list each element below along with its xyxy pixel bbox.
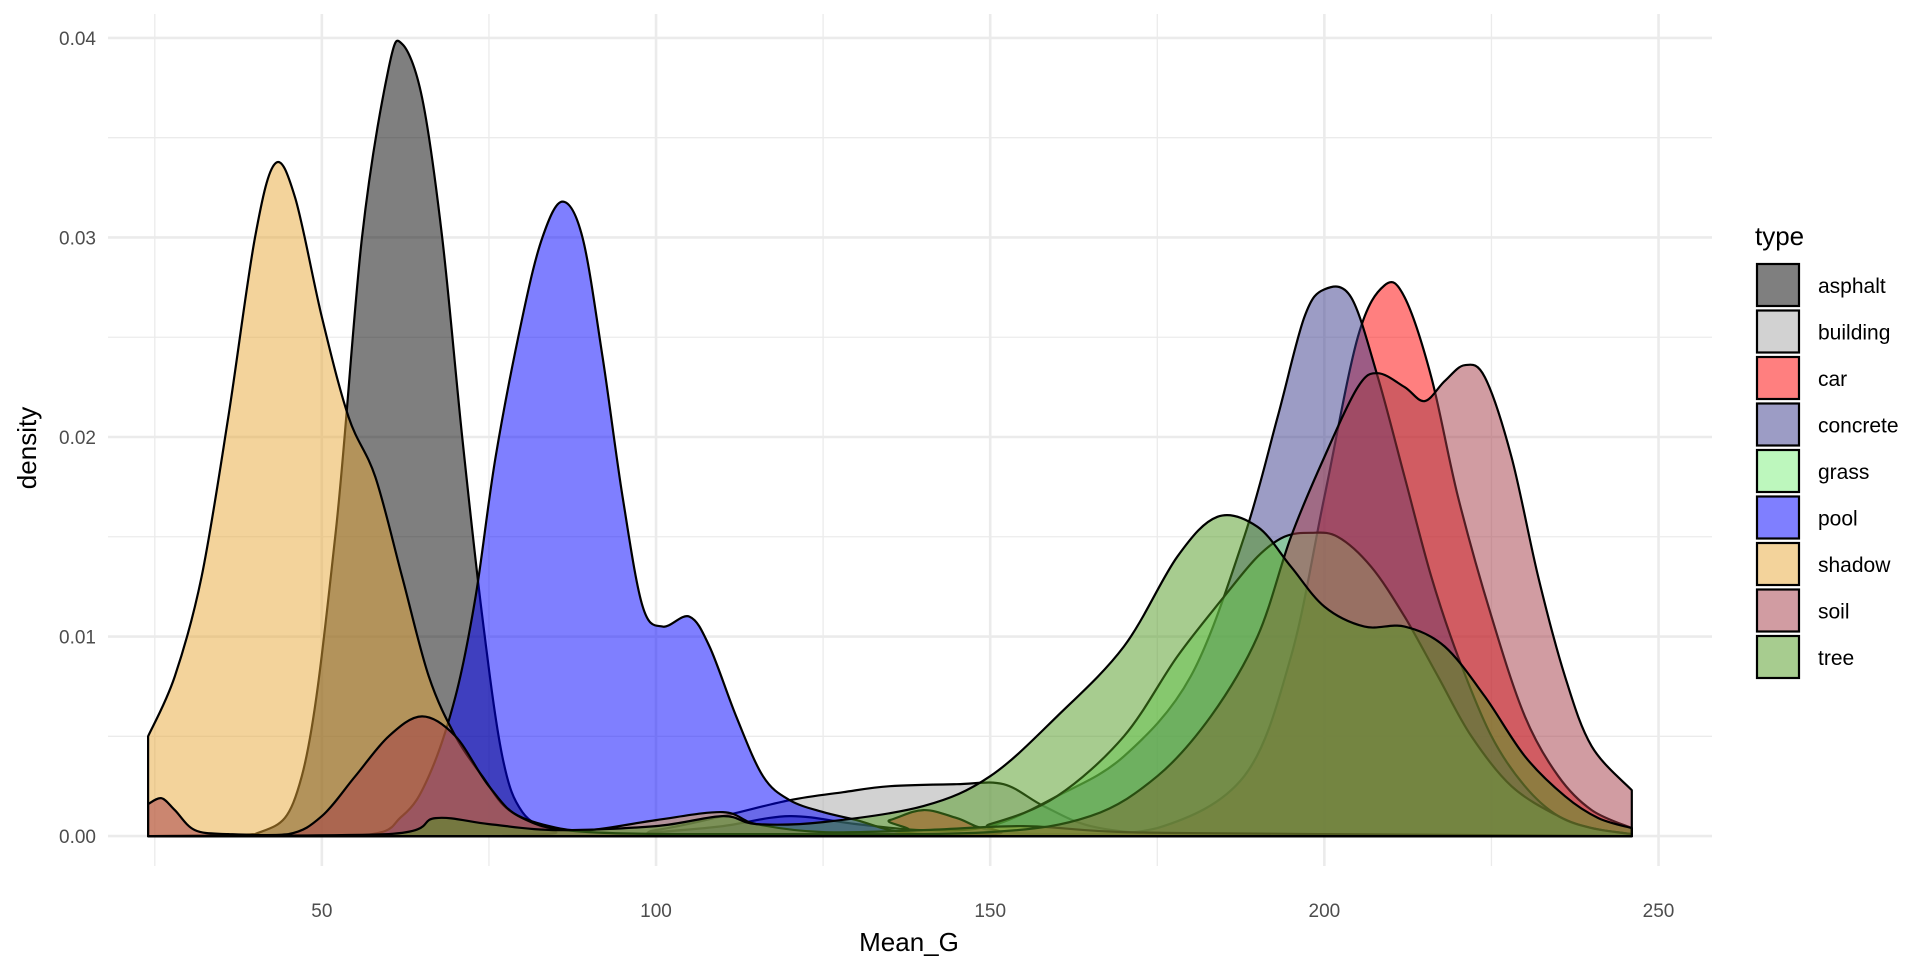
legend-key-soil	[1755, 588, 1801, 633]
x-axis-title: Mean_G	[859, 927, 959, 957]
legend-label-shadow: shadow	[1818, 554, 1891, 577]
legend-key-grass	[1755, 448, 1801, 494]
legend-label-asphalt: asphalt	[1818, 275, 1886, 298]
density-area-tree	[147, 513, 1633, 838]
legend-label-soil: soil	[1818, 601, 1850, 624]
y-tick-label: 0.04	[59, 29, 96, 50]
legend-label-tree: tree	[1818, 647, 1854, 670]
x-axis-ticks: 50 100 150 200 250	[311, 901, 1674, 922]
legend-title: type	[1755, 221, 1804, 251]
legend-key-concrete	[1755, 402, 1801, 447]
y-tick-label: 0.03	[59, 228, 96, 249]
legend-label-pool: pool	[1818, 508, 1858, 531]
legend-key-tree	[1755, 634, 1801, 680]
legend-label-car: car	[1818, 368, 1847, 391]
legend-key-asphalt	[1755, 262, 1801, 308]
x-tick-label: 100	[640, 901, 672, 922]
y-axis-title: density	[12, 407, 42, 489]
x-tick-label: 200	[1309, 901, 1341, 922]
legend-key-pool	[1755, 495, 1801, 540]
y-axis-ticks: 0.00 0.01 0.02 0.03 0.04	[59, 29, 96, 848]
legend-key-car	[1755, 355, 1801, 401]
x-tick-label: 50	[311, 901, 332, 922]
legend-key-building	[1755, 309, 1801, 354]
legend-key-shadow	[1755, 541, 1801, 587]
x-tick-label: 150	[974, 901, 1006, 922]
y-tick-label: 0.02	[59, 428, 96, 449]
legend: type asphalt building car concrete grass pool…	[1755, 221, 1899, 680]
legend-label-concrete: concrete	[1818, 415, 1899, 438]
legend-label-grass: grass	[1818, 461, 1869, 484]
legend-label-building: building	[1818, 322, 1890, 345]
y-tick-label: 0.00	[59, 827, 96, 848]
y-tick-label: 0.01	[59, 628, 96, 649]
x-tick-label: 250	[1643, 901, 1675, 922]
density-areas	[147, 39, 1633, 838]
